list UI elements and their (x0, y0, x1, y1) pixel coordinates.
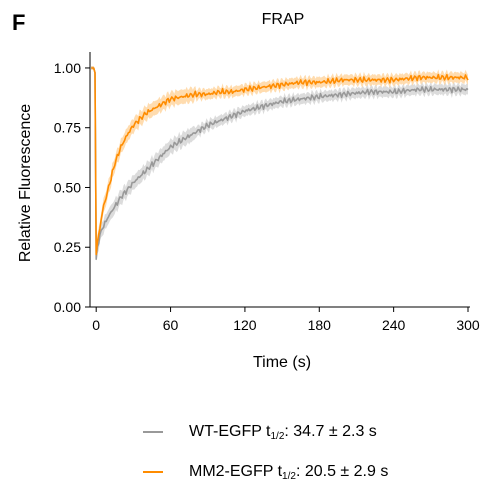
series-line-wt (91, 67, 469, 261)
x-tick-label: 60 (163, 317, 179, 333)
x-tick-label: 240 (382, 317, 406, 333)
x-tick-label: 300 (456, 317, 480, 333)
x-tick-label: 120 (233, 317, 257, 333)
y-tick-label: 0.25 (54, 239, 81, 255)
y-tick-label: 0.00 (54, 299, 81, 315)
series-line-mm2 (91, 67, 469, 256)
legend-subscript-wt: 1/2 (270, 430, 285, 442)
plot-area (91, 66, 469, 262)
y-tick-label: 0.50 (54, 179, 81, 195)
legend-subscript-mm2: 1/2 (282, 470, 296, 482)
legend-label-mm2: MM2-EGFP t1/2: 20.5 ± 2.9 s (189, 462, 389, 482)
series-band-wt (91, 66, 468, 262)
legend-swatch-mm2 (143, 471, 163, 473)
y-tick-label: 0.75 (54, 120, 81, 136)
frap-chart: F FRAP 0 60 120 180 240 300 0.00 0.25 0.50 0.75 1.… (12, 10, 480, 371)
y-axis-label: Relative Fluorescence (17, 104, 34, 262)
x-tick-label: 180 (308, 317, 332, 333)
axes: 0 60 120 180 240 300 0.00 0.25 0.50 0.75 1.00 (54, 52, 480, 333)
x-axis-label: Time (s) (253, 354, 311, 371)
legend: WT-EGFP t1/2: 34.7 ± 2.3 s MM2-EGFP t1/2… (140, 412, 470, 492)
legend-name-wt: WT-EGFP (189, 422, 262, 440)
legend-suffix-mm2: : 20.5 ± 2.9 s (295, 462, 389, 480)
panel-letter: F (12, 10, 25, 35)
legend-label-wt: WT-EGFP t1/2: 34.7 ± 2.3 s (189, 422, 377, 442)
chart-title: FRAP (262, 11, 305, 28)
legend-item-wt: WT-EGFP t1/2: 34.7 ± 2.3 s (140, 412, 470, 452)
y-tick-label: 1.00 (54, 60, 81, 76)
legend-swatch-wt (143, 431, 163, 433)
legend-suffix-wt: : 34.7 ± 2.3 s (284, 422, 377, 440)
x-tick-label: 0 (92, 317, 100, 333)
legend-item-mm2: MM2-EGFP t1/2: 20.5 ± 2.9 s (140, 452, 470, 492)
legend-name-mm2: MM2-EGFP (189, 462, 274, 480)
